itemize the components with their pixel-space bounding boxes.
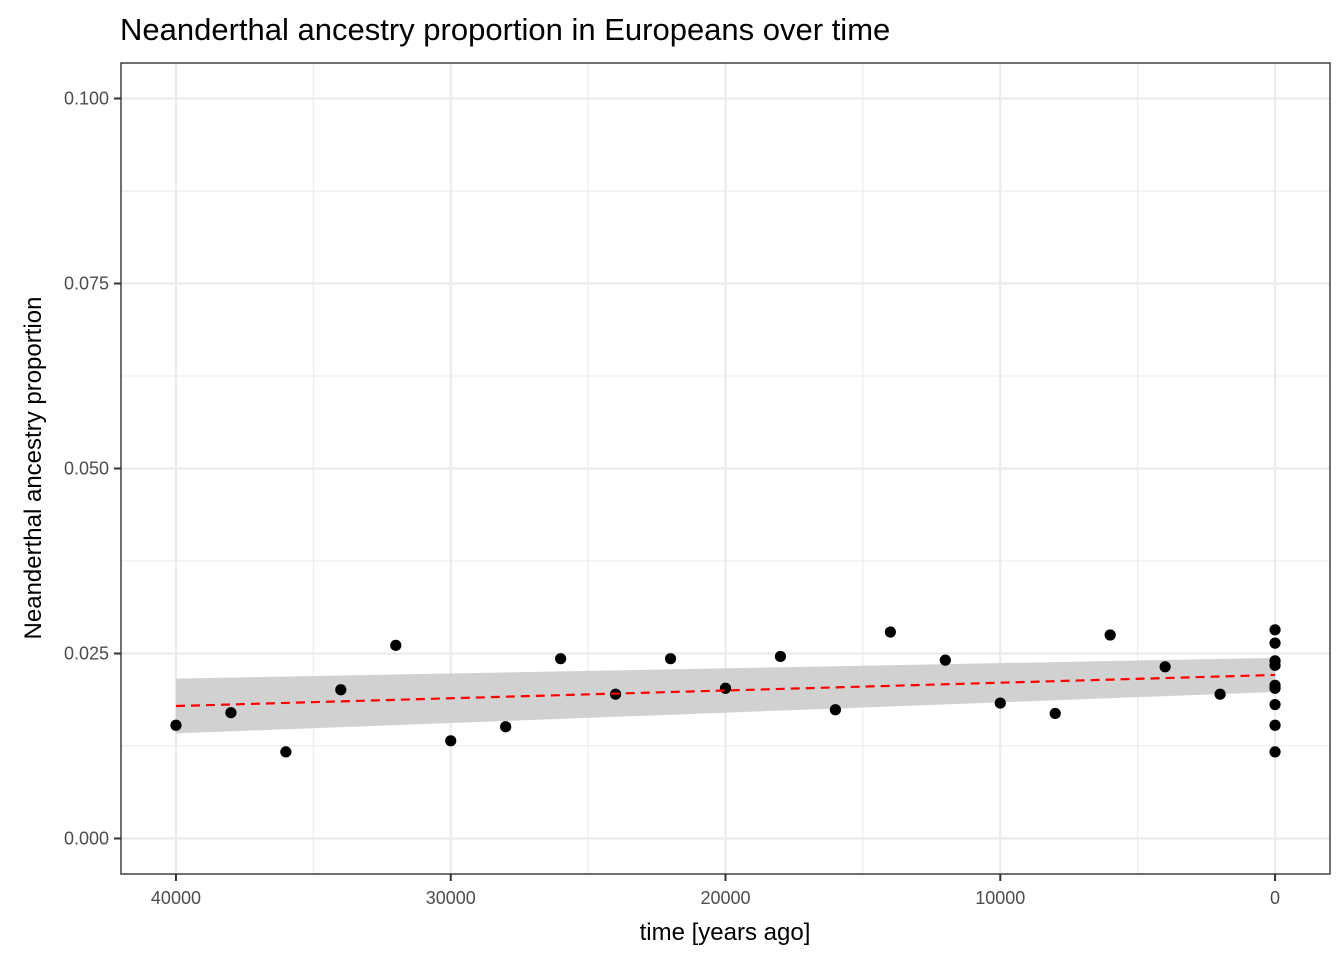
data-point	[774, 650, 787, 663]
data-point	[829, 704, 842, 716]
data-point	[225, 707, 237, 719]
data-point	[1269, 682, 1281, 694]
data-point	[390, 639, 402, 651]
trend-line	[175, 673, 1276, 708]
data-point	[170, 719, 182, 731]
data-point	[280, 746, 292, 758]
data-point	[719, 682, 732, 694]
data-point	[555, 653, 567, 665]
data-point	[994, 697, 1006, 709]
data-point	[884, 626, 896, 638]
data-point	[1269, 637, 1281, 649]
data-point	[1269, 624, 1281, 636]
data-point	[1159, 661, 1171, 673]
y-axis-title: Neanderthal ancestry proportion	[20, 297, 47, 640]
x-tick-label: 10000	[975, 888, 1025, 908]
x-axis-title: time [years ago]	[640, 919, 811, 946]
data-point	[664, 653, 677, 665]
y-tick-label: 0.050	[64, 459, 109, 479]
points-layer	[170, 624, 1281, 758]
grid	[121, 63, 1330, 874]
y-tick-label: 0.025	[64, 643, 109, 663]
chart-title: Neanderthal ancestry proportion in Europ…	[120, 12, 890, 47]
data-point	[1214, 688, 1226, 700]
data-point	[1269, 698, 1281, 711]
confidence-band-layer	[175, 657, 1276, 734]
data-point	[500, 721, 512, 733]
y-tick-label: 0.075	[64, 274, 109, 294]
x-axis: 40000 30000 20000 10000 0	[151, 874, 1280, 908]
x-tick-label: 30000	[426, 888, 476, 908]
y-tick-label: 0.000	[64, 828, 109, 848]
data-point	[1269, 746, 1281, 758]
data-point	[939, 654, 951, 666]
data-point	[1269, 659, 1281, 671]
x-tick-label: 20000	[700, 888, 750, 908]
y-axis: 0.000 0.025 0.050 0.075 0.100	[64, 89, 121, 848]
data-point	[1049, 707, 1061, 720]
y-tick-label: 0.100	[64, 89, 109, 109]
x-tick-label: 0	[1270, 888, 1280, 908]
confidence-band	[175, 657, 1276, 734]
data-point	[1269, 719, 1281, 731]
trend-layer	[175, 673, 1276, 708]
data-point	[1104, 629, 1116, 641]
data-point	[335, 684, 347, 696]
x-tick-label: 40000	[151, 888, 201, 908]
data-point	[445, 735, 457, 747]
